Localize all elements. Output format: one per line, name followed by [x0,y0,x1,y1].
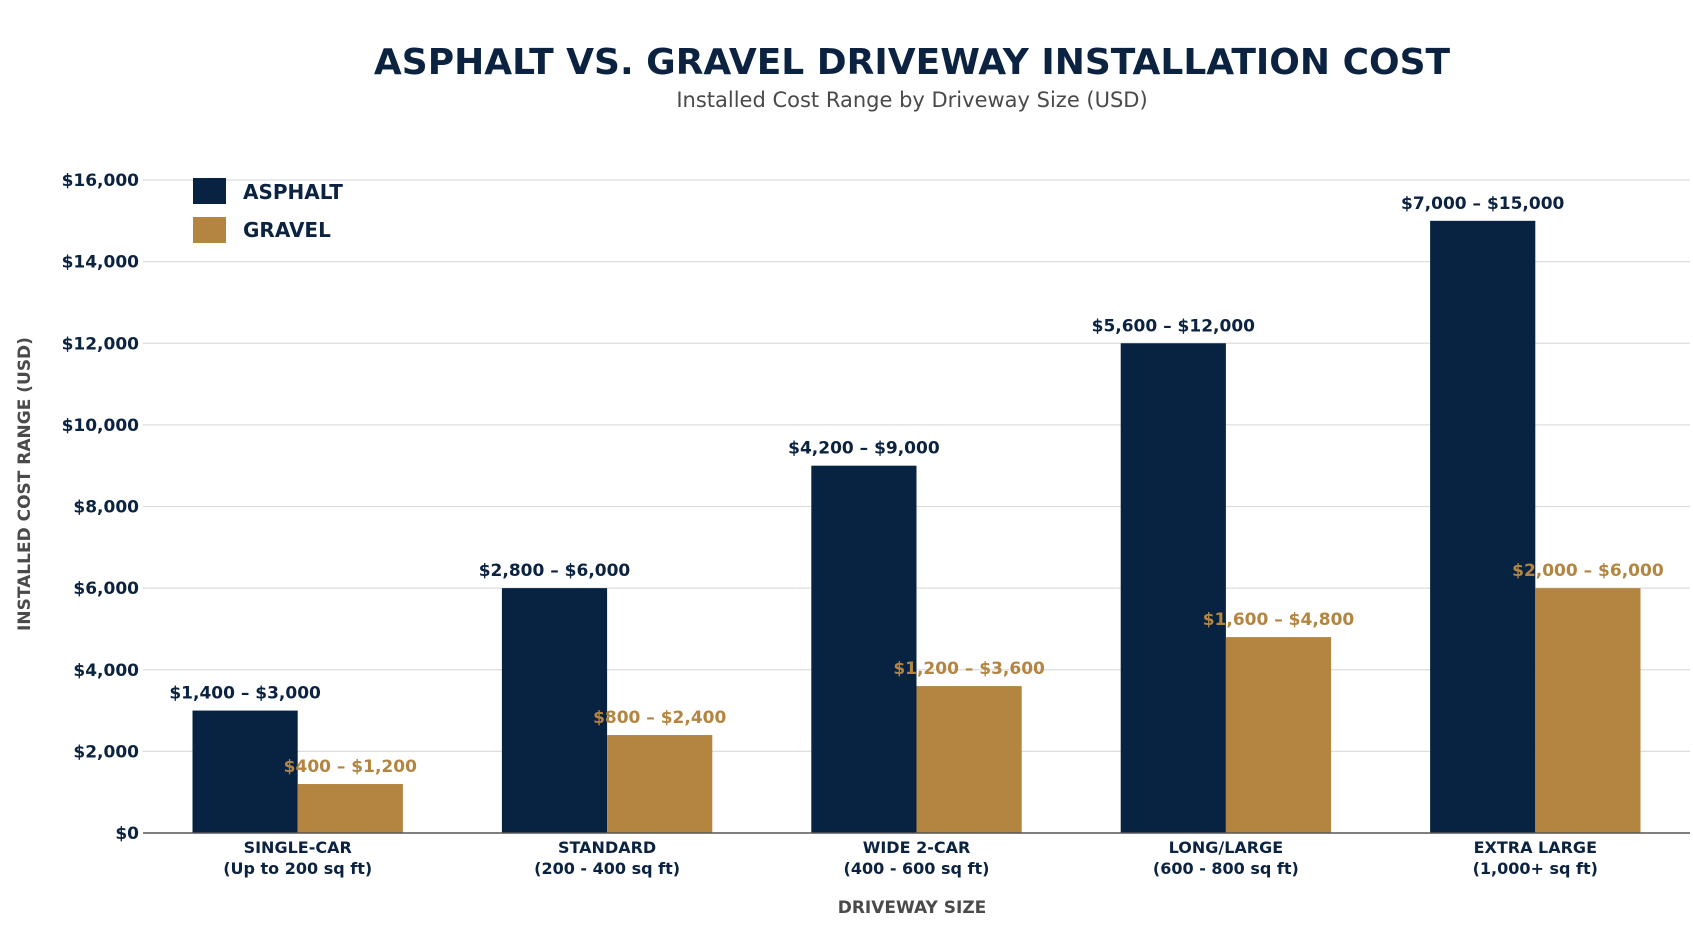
bars [192,220,1641,833]
data-label-asphalt: $7,000 – $15,000 [1401,194,1565,214]
x-tick-label: SINGLE-CAR [244,838,352,857]
x-tick-label: WIDE 2-CAR [863,838,971,857]
chart-title: ASPHALT VS. GRAVEL DRIVEWAY INSTALLATION… [374,42,1451,83]
data-labels: $1,400 – $3,000 $400 – $1,200 $2,800 – $6,… [169,194,1664,777]
data-label-asphalt: $5,600 – $12,000 [1092,316,1256,336]
y-axis-label: INSTALLED COST RANGE (USD) [15,337,35,631]
bar-gravel-0 [297,784,403,833]
data-label-gravel: $1,600 – $4,800 [1203,610,1355,630]
axes: $0 $2,000 $4,000 $6,000 $8,000 $10,000 $12,000… [62,171,1690,878]
x-axis-label: DRIVEWAY SIZE [838,898,987,918]
data-label-asphalt: $1,400 – $3,000 [169,684,321,704]
bar-gravel-1 [607,735,713,833]
x-tick-label: STANDARD [558,838,656,857]
x-tick-label: LONG/LARGE [1169,838,1284,857]
y-tick-label: $2,000 [73,742,139,762]
bar-asphalt-1 [501,588,608,833]
legend-swatch-gravel [193,217,226,243]
y-tick-label: $4,000 [73,661,139,681]
y-tick-label: $8,000 [73,498,139,518]
legend-label-gravel: GRAVEL [243,218,331,242]
data-label-asphalt: $4,200 – $9,000 [788,439,940,459]
data-label-gravel: $800 – $2,400 [593,708,726,728]
chart-subtitle: Installed Cost Range by Driveway Size (U… [676,88,1147,112]
bar-asphalt-0 [192,710,298,833]
x-tick-sublabel: (1,000+ sq ft) [1473,859,1598,878]
x-tick-sublabel: (600 - 800 sq ft) [1153,859,1299,878]
bar-gravel-3 [1225,637,1332,833]
legend-swatch-asphalt [193,178,226,204]
legend-label-asphalt: ASPHALT [243,180,343,204]
bar-gravel-2 [916,686,1022,833]
data-label-asphalt: $2,800 – $6,000 [479,561,631,581]
y-tick-label: $12,000 [62,334,140,354]
y-tick-label: $0 [115,824,139,844]
y-tick-label: $16,000 [62,171,140,191]
x-tick-label: EXTRA LARGE [1474,838,1597,857]
data-label-gravel: $1,200 – $3,600 [893,659,1045,679]
bar-asphalt-2 [811,465,917,833]
bar-asphalt-4 [1430,220,1536,833]
x-tick-sublabel: (Up to 200 sq ft) [223,859,372,878]
data-label-gravel: $400 – $1,200 [284,757,417,777]
data-label-gravel: $2,000 – $6,000 [1512,561,1664,581]
y-tick-label: $6,000 [73,579,139,599]
y-tick-label: $14,000 [62,253,140,273]
y-tick-label: $10,000 [62,416,140,436]
bar-gravel-4 [1535,588,1641,833]
x-tick-sublabel: (200 - 400 sq ft) [534,859,680,878]
bar-asphalt-3 [1120,343,1226,833]
x-tick-sublabel: (400 - 600 sq ft) [844,859,990,878]
legend: ASPHALT GRAVEL [193,178,343,243]
